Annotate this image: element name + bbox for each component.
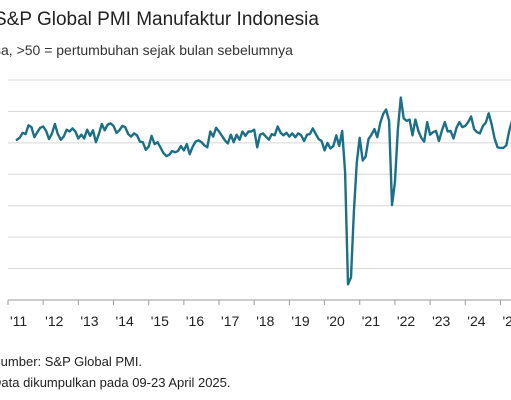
x-tick-label: '11 bbox=[10, 313, 27, 329]
x-tick-label: '25 bbox=[502, 313, 511, 329]
x-tick-label: '12 bbox=[45, 313, 63, 329]
line-chart: '11 '12 '13 '14 '15 '16 '17 '18 '19 '20 '21 '22 '23 '… bbox=[7, 79, 511, 329]
x-tick-label: '18 bbox=[256, 313, 274, 329]
x-tick-label: '23 bbox=[432, 313, 450, 329]
x-tick-label: '20 bbox=[327, 313, 345, 329]
x-tick-label: '16 bbox=[186, 313, 204, 329]
pmi-series-line bbox=[15, 96, 511, 286]
chart-subtitle: sa, >50 = pertumbuhan sejak bulan sebelu… bbox=[0, 42, 293, 58]
gridlines bbox=[8, 79, 511, 270]
data-collection-note: Data dikumpulkan pada 09-23 April 2025. bbox=[0, 375, 231, 390]
x-tick-label: '19 bbox=[291, 313, 309, 329]
chart-title: S&P Global PMI Manufaktur Indonesia bbox=[0, 9, 319, 30]
source-text: Sumber: S&P Global PMI. bbox=[0, 354, 143, 369]
x-tick-label: '24 bbox=[467, 313, 485, 329]
x-tick-label: '15 bbox=[151, 313, 169, 329]
x-tick-label: '21 bbox=[362, 313, 380, 329]
x-axis bbox=[7, 299, 511, 305]
x-tick-label: '17 bbox=[221, 313, 239, 329]
x-tick-label: '13 bbox=[80, 313, 98, 329]
x-tick-label: '22 bbox=[397, 313, 415, 329]
x-tick-labels: '11 '12 '13 '14 '15 '16 '17 '18 '19 '20 '21 '22 '23 '… bbox=[10, 313, 511, 329]
x-tick-label: '14 bbox=[116, 313, 134, 329]
